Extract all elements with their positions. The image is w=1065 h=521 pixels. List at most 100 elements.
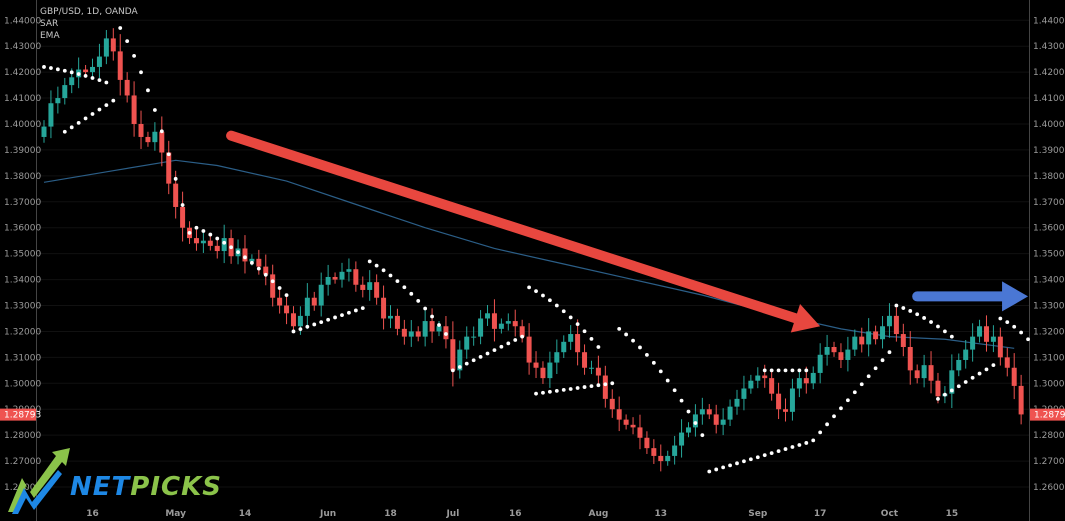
candle (159, 131, 165, 153)
candle (997, 336, 1003, 358)
sar-dot (797, 368, 802, 373)
sar-dot (277, 286, 282, 290)
candle (990, 336, 996, 342)
candle (824, 347, 830, 355)
sar-dot (374, 263, 379, 268)
candle (880, 326, 886, 340)
sar-dot (360, 306, 365, 311)
sar-dot (464, 361, 469, 366)
y-tick-label-right: 1.40000 (1033, 120, 1065, 130)
sar-dot (1005, 320, 1010, 325)
y-tick-label-left: 1.33000 (4, 302, 41, 312)
sar-dot (665, 378, 670, 383)
candle (103, 38, 109, 57)
candle (360, 284, 366, 290)
candle (394, 315, 400, 329)
sar-dot (256, 266, 261, 271)
sar-dot (707, 469, 712, 474)
candle (277, 297, 283, 306)
ema-label[interactable]: EMA (40, 31, 60, 41)
sar-dot (936, 396, 940, 401)
sar-dot (541, 293, 545, 298)
candle (512, 321, 518, 327)
sar-dot (42, 65, 46, 69)
candle (582, 352, 588, 368)
sar-dot (956, 384, 961, 389)
x-tick-label: Oct (881, 509, 899, 519)
time-axis[interactable]: 16 May 14 Jun 18 Jul 16 Aug 13 Sep 17 Oct 15 (86, 509, 958, 519)
candle (207, 240, 213, 246)
sar-dot (762, 453, 767, 458)
sar-dot (714, 467, 719, 472)
candle (741, 388, 747, 399)
sar-dot (139, 70, 143, 75)
netpicks-logo-icon (8, 448, 70, 514)
candle (83, 69, 89, 73)
sar-dot (166, 152, 171, 157)
y-tick-label-left: 1.31000 (4, 353, 41, 363)
sar-dot (922, 316, 927, 320)
x-tick-label: 16 (86, 509, 99, 519)
y-tick-label-right: 1.41000 (1033, 94, 1065, 104)
candle (602, 375, 608, 399)
sar-dot (672, 388, 677, 393)
sar-dot (243, 255, 247, 260)
sar-dot (742, 459, 746, 464)
candle (727, 406, 733, 420)
candle (41, 126, 47, 137)
candles (41, 28, 1024, 472)
candle (706, 409, 712, 415)
candle (623, 419, 629, 425)
sar-dot (194, 225, 199, 230)
candle (173, 183, 179, 207)
candle (900, 334, 906, 348)
candle (166, 152, 172, 184)
gridlines (37, 19, 1029, 488)
sar-dot (845, 398, 850, 403)
sar-dot (783, 368, 788, 373)
sar-dot (638, 345, 642, 350)
candle (214, 245, 220, 252)
sar-dot (651, 360, 656, 365)
sar-dot (506, 341, 511, 346)
candle (595, 367, 601, 376)
candle (540, 367, 546, 379)
candle (311, 297, 317, 306)
sar-dot (769, 451, 774, 456)
sar-dot (1026, 337, 1030, 342)
candle (450, 339, 456, 371)
y-tick-label-left: 1.43000 (4, 42, 41, 52)
sar-dot (963, 380, 968, 384)
sar-dot (69, 70, 74, 75)
sar-dot (894, 303, 899, 308)
sar-dot (839, 406, 843, 411)
candle (124, 79, 130, 96)
sar-label[interactable]: SAR (40, 19, 59, 29)
y-tick-label-right: 1.43000 (1033, 42, 1065, 52)
sar-dot (776, 368, 781, 373)
candle (464, 336, 470, 350)
candle (346, 269, 352, 272)
candle (339, 271, 345, 280)
candle (200, 240, 206, 244)
sar-dot (624, 332, 629, 337)
sar-dot (215, 236, 220, 241)
sar-dot (908, 309, 913, 313)
sar-dot (159, 129, 164, 134)
sar-dot (728, 463, 732, 468)
symbol-label[interactable]: GBP/USD, 1D, OANDA (40, 7, 138, 17)
candle (491, 313, 497, 329)
candle (422, 321, 428, 337)
y-tick-label-left: 1.44000 (4, 16, 41, 26)
candle (956, 359, 962, 371)
sar-dot (471, 358, 476, 363)
left-price-axis[interactable]: 1.44000 1.43000 1.42000 1.41000 1.40000 1.390… (4, 16, 41, 493)
candle (789, 388, 795, 412)
candle (1004, 357, 1010, 368)
right-price-axis[interactable]: 1.44000 1.43000 1.42000 1.41000 1.40000 1.390… (1033, 16, 1065, 493)
y-tick-label-right: 1.36000 (1033, 224, 1065, 234)
sar-dot (76, 120, 81, 125)
y-tick-label-right: 1.37000 (1033, 198, 1065, 208)
candle (505, 321, 511, 324)
